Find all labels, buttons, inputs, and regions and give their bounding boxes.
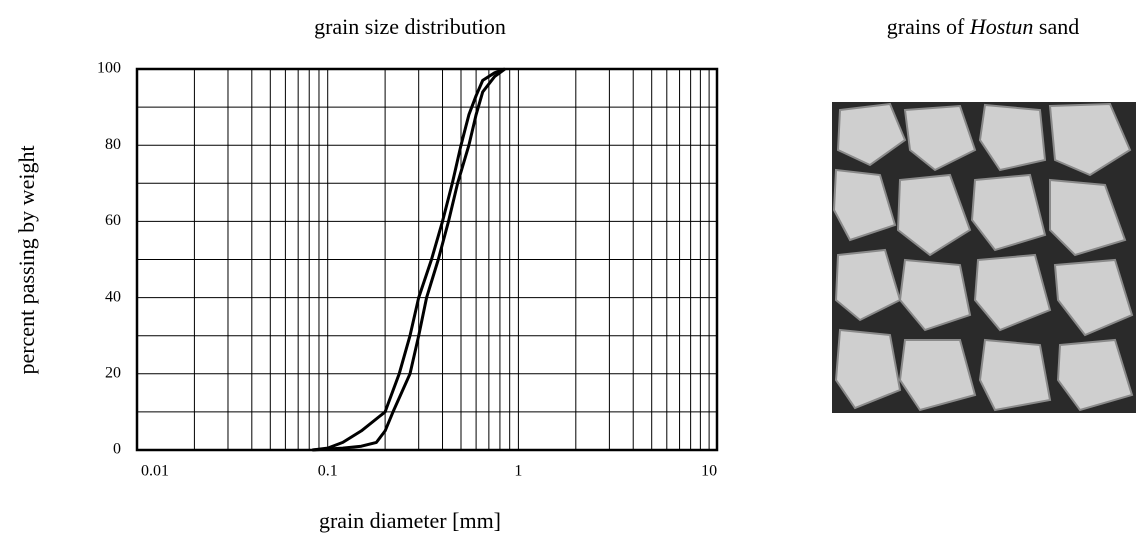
y-tick-label: 60	[105, 212, 121, 229]
y-tick-label: 0	[113, 441, 121, 458]
sand-photo	[832, 102, 1136, 413]
chart-title: grain size distribution	[314, 14, 506, 39]
photo-title-end: sand	[1033, 14, 1079, 39]
y-axis-label: percent passing by weight	[14, 145, 39, 374]
y-tick-label: 100	[97, 60, 121, 77]
x-tick-label: 1	[514, 463, 522, 480]
x-axis-label: grain diameter [mm]	[319, 508, 501, 533]
photo-title-start: grains of	[887, 14, 970, 39]
data-line	[312, 67, 506, 452]
x-tick-label: 0.1	[318, 463, 338, 480]
y-tick-label: 20	[105, 364, 121, 381]
plot-frame	[135, 67, 719, 452]
grains	[832, 102, 1134, 412]
x-tick-label: 10	[701, 463, 717, 480]
y-tick-label: 80	[105, 136, 121, 153]
photo-title: grains of Hostun sand	[887, 14, 1079, 39]
photo-title-italic: Hostun	[969, 14, 1034, 39]
data-line	[312, 67, 506, 452]
y-tick-label: 40	[105, 288, 121, 305]
x-tick-label: 0.01	[141, 463, 169, 480]
